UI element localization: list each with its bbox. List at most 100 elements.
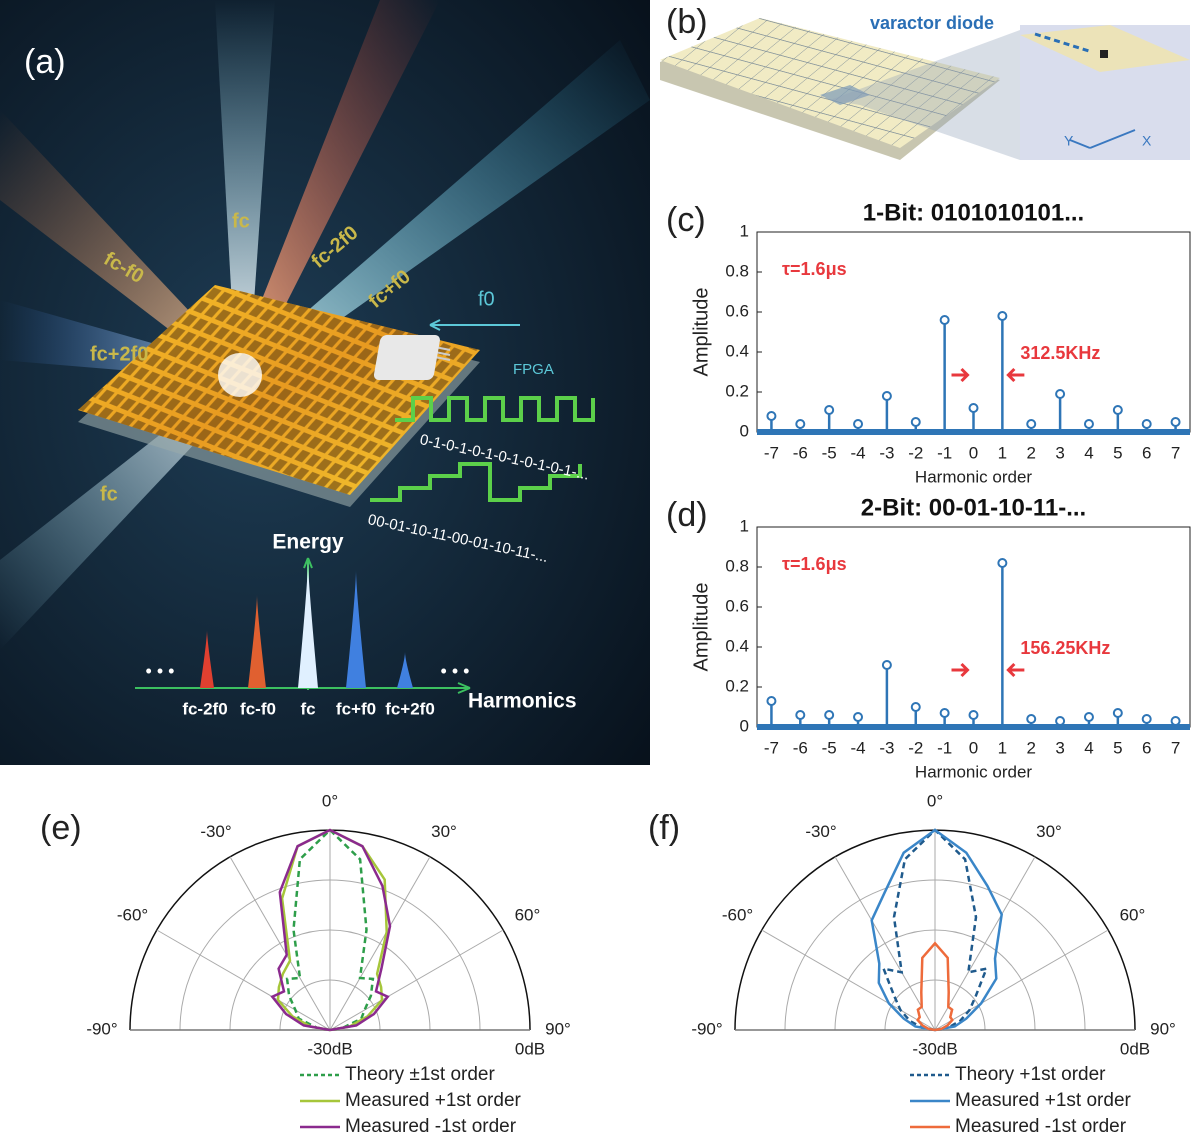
beam <box>245 40 650 380</box>
y-tick-label: 0.4 <box>725 636 749 655</box>
energy-label: Energy <box>272 531 344 554</box>
stem-head <box>1026 419 1037 429</box>
spoke <box>934 929 1109 1031</box>
harmonics-label: Harmonics <box>468 690 577 713</box>
x-axis-label: Harmonic order <box>915 467 1032 486</box>
annotation-arrow <box>1006 662 1025 678</box>
theta-tick-label: 30° <box>431 822 457 841</box>
panel-label: (d) <box>666 496 708 534</box>
panel-b <box>660 18 1190 160</box>
y-tick-label: 1 <box>740 221 749 240</box>
x-tick-label: 7 <box>1171 738 1180 757</box>
unit-cell <box>820 85 870 105</box>
theta-tick-label: 60° <box>515 905 541 924</box>
theta-tick-label: 0° <box>927 791 943 810</box>
x-axis-label: Harmonic order <box>915 762 1032 781</box>
stem-head <box>1112 405 1123 415</box>
x-tick-label: 4 <box>1084 738 1093 757</box>
y-axis-label: Amplitude <box>690 583 712 672</box>
x-tick-label: -7 <box>764 443 779 462</box>
y-tick-label: 0.6 <box>725 301 749 320</box>
y-tick-label: 0.2 <box>725 381 749 400</box>
annotation-arrow <box>1006 367 1025 383</box>
y-tick-label: 0.4 <box>725 341 749 360</box>
fpga-label: FPGA <box>513 361 554 378</box>
y-tick-label: 0.8 <box>725 261 749 280</box>
theta-tick-label: -90° <box>86 1019 117 1038</box>
zoom-cone <box>830 30 1020 160</box>
theta-tick-label: 30° <box>1036 822 1062 841</box>
theta-tick-label: 0° <box>322 791 338 810</box>
stem-head <box>1055 389 1066 399</box>
stem-head <box>1170 716 1181 726</box>
x-tick-label: 0 <box>969 443 978 462</box>
x-tick-label: 3 <box>1055 443 1064 462</box>
metasurface-cells <box>78 285 480 495</box>
panel-label: (b) <box>666 3 708 41</box>
series-line <box>270 828 392 1032</box>
stem-head <box>766 696 777 706</box>
x-tick-label: 0 <box>969 738 978 757</box>
x-tick-label: 3 <box>1055 738 1064 757</box>
y-tick-label: 0 <box>740 716 749 735</box>
stem-head <box>795 710 806 720</box>
spoke <box>329 929 504 1031</box>
x-tick-label: -1 <box>937 738 952 757</box>
theta-tick-label: -60° <box>722 905 753 924</box>
stem-head <box>910 702 921 712</box>
beam-label: fc <box>100 483 118 505</box>
axes-arrows <box>1069 129 1136 149</box>
x-tick-label: -5 <box>822 443 837 462</box>
ellipsis: • • • <box>441 661 470 681</box>
spoke <box>934 856 1036 1031</box>
patch <box>1020 25 1190 72</box>
annotation: τ=1.6μs <box>782 259 847 279</box>
peak <box>248 595 266 688</box>
stem-head <box>1141 714 1152 724</box>
stem-head <box>824 710 835 720</box>
stem-head <box>997 558 1008 568</box>
spoke <box>834 856 936 1031</box>
stem-head <box>853 419 864 429</box>
y-tick-label: 0 <box>740 421 749 440</box>
y-tick-label: 0.2 <box>725 676 749 695</box>
series-line <box>870 828 1003 1032</box>
beam <box>0 110 240 380</box>
beam <box>215 0 275 360</box>
stem-head <box>766 411 777 421</box>
legend-label: Measured -1st order <box>955 1116 1127 1137</box>
beam-label: fc <box>232 210 250 232</box>
peak <box>397 652 413 688</box>
x-tick-label: -3 <box>879 443 894 462</box>
panel-label: (f) <box>648 809 680 847</box>
spoke <box>761 929 936 1031</box>
r-tick-label: -30dB <box>307 1039 352 1058</box>
stem-head <box>968 710 979 720</box>
annotation-arrow <box>951 662 970 678</box>
theta-tick-label: 60° <box>1120 905 1146 924</box>
r-tick-label: 0dB <box>515 1039 545 1058</box>
x-tick-label: -1 <box>937 443 952 462</box>
legend-label: Measured -1st order <box>345 1116 517 1137</box>
stem-head <box>1026 714 1037 724</box>
stem-head <box>1112 708 1123 718</box>
legend-label: Theory +1st order <box>955 1064 1106 1085</box>
annotation: τ=1.6μs <box>782 554 847 574</box>
board <box>660 18 1000 148</box>
axis-label: X <box>1142 133 1152 149</box>
glow <box>218 353 262 397</box>
axis-label: Y <box>1064 133 1074 149</box>
theta-tick-label: -30° <box>200 822 231 841</box>
callout: varactor diode <box>870 13 994 33</box>
x-tick-label: -4 <box>850 443 865 462</box>
theta-tick-label: -60° <box>117 905 148 924</box>
x-tick-label: 4 <box>1084 443 1093 462</box>
theta-tick-label: -90° <box>691 1019 722 1038</box>
stem-head <box>824 405 835 415</box>
series-line <box>916 941 954 1032</box>
peak <box>200 630 214 688</box>
r-tick-label: 0dB <box>1120 1039 1150 1058</box>
x-tick-label: -7 <box>764 738 779 757</box>
theta-tick-label: -30° <box>805 822 836 841</box>
